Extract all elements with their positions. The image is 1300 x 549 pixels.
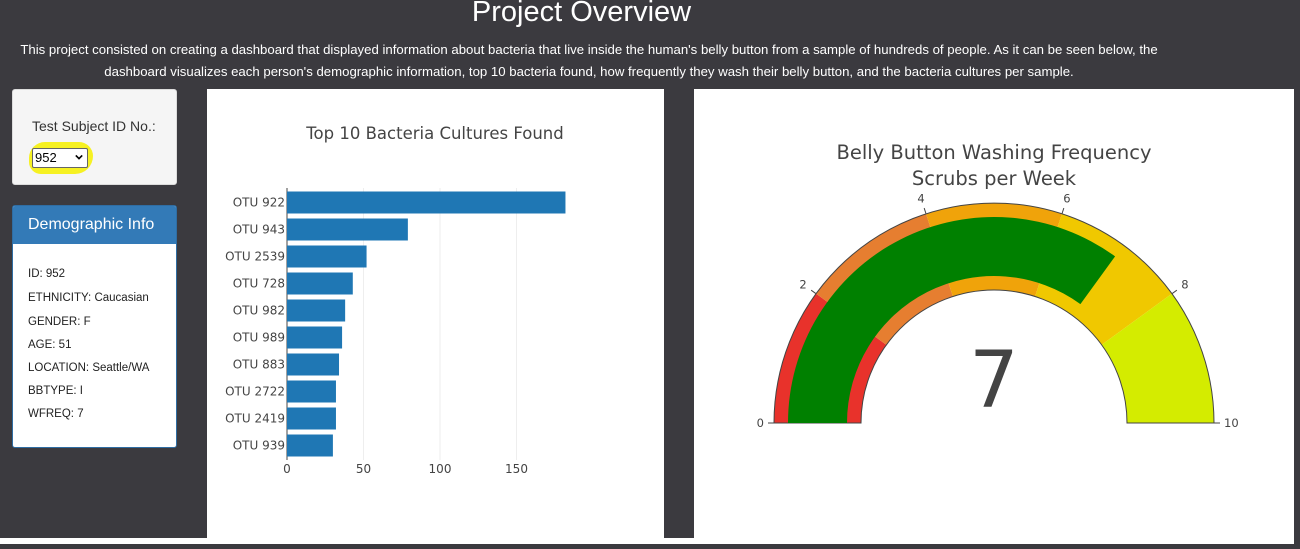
bar-mark[interactable]	[287, 299, 346, 322]
bar-mark[interactable]	[287, 326, 343, 349]
bar-category-label: OTU 2419	[225, 412, 285, 426]
gauge-tick-label: 0	[757, 416, 764, 430]
gauge-tick-mark	[1061, 207, 1065, 214]
bar-mark[interactable]	[287, 380, 336, 403]
bar-mark[interactable]	[287, 407, 336, 430]
gauge-tick-label: 8	[1181, 277, 1188, 291]
bar-chart: Top 10 Bacteria Cultures Found OTU 922 OT…	[225, 124, 566, 476]
gauge-tick-label: 10	[1224, 416, 1239, 430]
bar-chart-title: Top 10 Bacteria Cultures Found	[305, 124, 563, 143]
demo-id: ID: 952	[28, 268, 66, 280]
demo-bbtype: BBTYPE: I	[28, 385, 83, 397]
subject-selector-label: Test Subject ID No.:	[32, 118, 156, 134]
bar-mark[interactable]	[287, 191, 566, 214]
bar-x-tick-label: 50	[356, 462, 371, 476]
demo-location: LOCATION: Seattle/WA	[28, 362, 150, 374]
bar-mark[interactable]	[287, 272, 353, 295]
bar-mark[interactable]	[287, 245, 367, 268]
bar-category-label: OTU 922	[233, 196, 285, 210]
gauge-tick-mark	[1171, 289, 1178, 295]
bar-category-label: OTU 728	[233, 277, 285, 291]
subject-selector-card: Test Subject ID No.: 952	[12, 89, 177, 185]
bar-mark[interactable]	[287, 434, 333, 457]
bar-x-tick-label: 100	[429, 462, 452, 476]
gauge-chart: Belly Button Washing Frequency Scrubs pe…	[757, 141, 1239, 430]
gauge-chart-panel: Belly Button Washing Frequency Scrubs pe…	[694, 89, 1294, 544]
intro-text: This project consisted on creating a das…	[20, 42, 1158, 79]
gauge-subtitle: Scrubs per Week	[912, 167, 1077, 190]
gauge-tick-label: 4	[917, 192, 924, 206]
demo-ethnicity: ETHNICITY: Caucasian	[28, 292, 149, 304]
bar-category-label: OTU 883	[233, 358, 285, 372]
bar-category-label: OTU 943	[233, 223, 285, 237]
chevron-down-icon	[75, 154, 83, 160]
demographic-info-panel: Demographic Info ID: 952 ETHNICITY: Cauc…	[12, 205, 177, 448]
bar-x-tick-label: 150	[505, 462, 528, 476]
bar-category-label: OTU 2722	[225, 385, 285, 399]
page-footer-strip	[0, 538, 1152, 544]
bar-category-label: OTU 2539	[225, 250, 285, 264]
demo-gender: GENDER: F	[28, 316, 91, 328]
bar-category-label: OTU 989	[233, 331, 285, 345]
gauge-outline	[773, 202, 1215, 424]
gauge-tick-label: 2	[799, 277, 806, 291]
subject-id-select[interactable]: 952	[32, 148, 88, 168]
bar-category-label: OTU 939	[233, 439, 285, 453]
subject-id-selected-value: 952	[35, 150, 57, 165]
bar-mark[interactable]	[287, 218, 408, 241]
gauge-tick-label: 6	[1063, 192, 1070, 206]
page-title: Project Overview	[471, 0, 692, 28]
bar-category-label: OTU 982	[233, 304, 285, 318]
gauge-value: 7	[969, 336, 1019, 426]
gauge-tick-mark	[810, 289, 817, 295]
demographic-info-title: Demographic Info	[28, 216, 155, 233]
bar-mark[interactable]	[287, 353, 340, 376]
gauge-step-band	[1101, 293, 1214, 423]
bar-x-tick-label: 0	[283, 462, 291, 476]
demo-age: AGE: 51	[28, 339, 72, 351]
gauge-value-bar	[788, 217, 1116, 423]
bar-chart-panel: Top 10 Bacteria Cultures Found OTU 922 OT…	[207, 89, 664, 544]
gauge-title: Belly Button Washing Frequency	[836, 141, 1151, 164]
selector-highlight-area: 952	[29, 142, 93, 176]
demo-wfreq: WFREQ: 7	[28, 408, 84, 420]
gauge-tick-mark	[923, 207, 927, 214]
demographic-info-header: Demographic Info	[13, 206, 176, 244]
